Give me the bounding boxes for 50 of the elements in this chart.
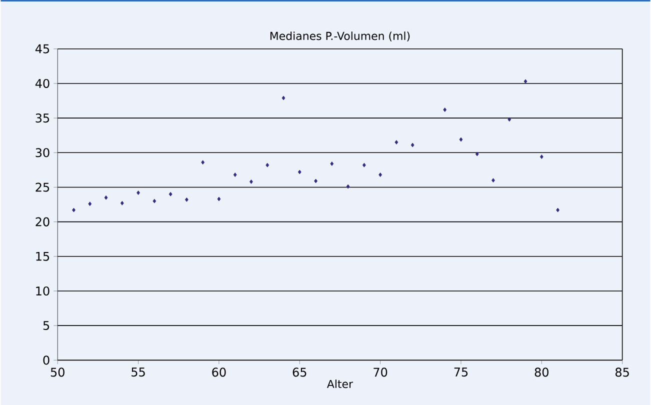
y-tick-label: 40 bbox=[35, 78, 50, 88]
y-tick-label: 25 bbox=[36, 182, 50, 192]
point bbox=[459, 137, 463, 142]
point bbox=[362, 162, 366, 168]
point bbox=[88, 202, 92, 206]
point bbox=[410, 142, 414, 148]
point bbox=[152, 198, 156, 204]
point bbox=[298, 170, 302, 174]
x-tick-label: 60 bbox=[212, 368, 226, 377]
point bbox=[136, 190, 140, 195]
point bbox=[492, 178, 495, 182]
point bbox=[266, 162, 270, 168]
y-tick-label: 45 bbox=[35, 44, 50, 54]
point bbox=[540, 154, 544, 159]
point bbox=[250, 179, 253, 184]
point bbox=[394, 140, 398, 144]
y-tick-label: 20 bbox=[36, 217, 50, 226]
point bbox=[217, 196, 221, 202]
point bbox=[524, 79, 528, 84]
point bbox=[168, 192, 172, 196]
chart-title: Medianes P.-Volumen (ml) bbox=[270, 32, 410, 42]
y-tick-label: 15 bbox=[36, 252, 50, 261]
x-tick-label: 80 bbox=[534, 368, 548, 377]
x-tick-label: 55 bbox=[132, 368, 145, 377]
x-tick-label: 65 bbox=[292, 368, 306, 377]
x-tick-label: 75 bbox=[454, 368, 468, 377]
y-tick-label: 30 bbox=[36, 148, 50, 158]
point bbox=[443, 108, 447, 112]
x-tick-label: 85 bbox=[616, 368, 629, 377]
point bbox=[104, 195, 108, 200]
point bbox=[120, 200, 124, 206]
x-tick-label: 50 bbox=[50, 368, 64, 377]
point bbox=[233, 172, 237, 177]
point bbox=[201, 160, 205, 164]
x-tick-label: 70 bbox=[374, 368, 388, 377]
point bbox=[346, 184, 350, 189]
point bbox=[556, 208, 560, 212]
point bbox=[330, 161, 334, 166]
y-tick-label: 10 bbox=[36, 286, 50, 296]
point bbox=[72, 208, 76, 212]
point bbox=[282, 96, 286, 100]
y-tick-label: 5 bbox=[43, 321, 50, 330]
x-axis-title: Alter bbox=[326, 380, 354, 388]
y-tick-label: 0 bbox=[43, 356, 50, 365]
point bbox=[314, 178, 318, 184]
y-tick-label: 35 bbox=[36, 113, 50, 123]
point bbox=[508, 117, 512, 122]
point bbox=[185, 197, 188, 202]
point bbox=[475, 152, 479, 156]
point bbox=[378, 172, 382, 177]
